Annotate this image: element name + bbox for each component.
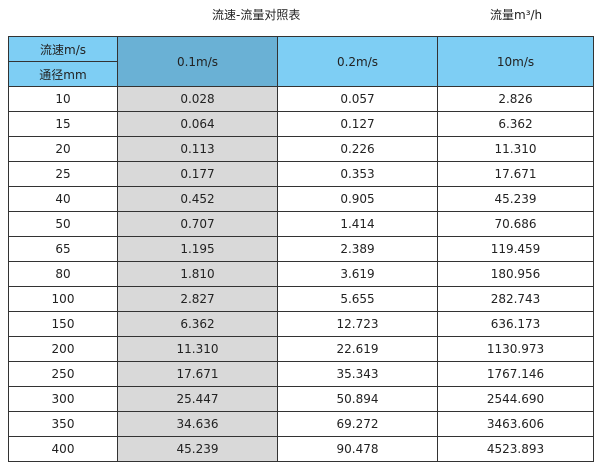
flow-cell: 11.310: [437, 136, 594, 162]
table-row: 20 0.113 0.226 11.310: [8, 136, 594, 162]
flow-cell: 119.459: [437, 236, 594, 262]
table-row: 15 0.064 0.127 6.362: [8, 111, 594, 137]
flow-cell: 2.826: [437, 86, 594, 112]
diameter-cell: 40: [8, 186, 118, 212]
column-header: 10m/s: [437, 36, 594, 87]
table-row: 400 45.239 90.478 4523.893: [8, 436, 594, 462]
flow-cell: 45.239: [437, 186, 594, 212]
flow-cell: 0.028: [117, 86, 278, 112]
table-row: 250 17.671 35.343 1767.146: [8, 361, 594, 387]
flow-cell: 0.905: [277, 186, 438, 212]
table-row: 10 0.028 0.057 2.826: [8, 86, 594, 112]
diameter-cell: 150: [8, 311, 118, 337]
column-header: 0.1m/s: [117, 36, 278, 87]
flow-cell: 1.195: [117, 236, 278, 262]
table-row: 25 0.177 0.353 17.671: [8, 161, 594, 187]
flow-cell: 12.723: [277, 311, 438, 337]
unit-label: 流量m³/h: [490, 8, 543, 22]
diameter-cell: 25: [8, 161, 118, 187]
diameter-cell: 80: [8, 261, 118, 287]
speed-header: 流速m/s: [8, 36, 118, 62]
flow-cell: 17.671: [437, 161, 594, 187]
flow-cell: 1130.973: [437, 336, 594, 362]
diameter-cell: 300: [8, 386, 118, 412]
table-row: 150 6.362 12.723 636.173: [8, 311, 594, 337]
flow-cell: 0.707: [117, 211, 278, 237]
flow-cell: 0.177: [117, 161, 278, 187]
flow-cell: 0.226: [277, 136, 438, 162]
table-row: 200 11.310 22.619 1130.973: [8, 336, 594, 362]
flow-cell: 50.894: [277, 386, 438, 412]
diameter-cell: 350: [8, 411, 118, 437]
diameter-cell: 10: [8, 86, 118, 112]
flow-cell: 17.671: [117, 361, 278, 387]
diameter-cell: 400: [8, 436, 118, 462]
flow-cell: 0.064: [117, 111, 278, 137]
table-row: 100 2.827 5.655 282.743: [8, 286, 594, 312]
table-title: 流速-流量对照表: [212, 8, 301, 22]
flow-cell: 90.478: [277, 436, 438, 462]
flow-cell: 1767.146: [437, 361, 594, 387]
flow-cell: 0.353: [277, 161, 438, 187]
flow-cell: 282.743: [437, 286, 594, 312]
flow-cell: 45.239: [117, 436, 278, 462]
diameter-cell: 250: [8, 361, 118, 387]
column-header: 0.2m/s: [277, 36, 438, 87]
flow-cell: 0.113: [117, 136, 278, 162]
diameter-cell: 100: [8, 286, 118, 312]
flow-cell: 35.343: [277, 361, 438, 387]
flow-cell: 70.686: [437, 211, 594, 237]
flow-cell: 34.636: [117, 411, 278, 437]
flow-cell: 1.810: [117, 261, 278, 287]
table-row: 350 34.636 69.272 3463.606: [8, 411, 594, 437]
diameter-cell: 20: [8, 136, 118, 162]
flow-cell: 22.619: [277, 336, 438, 362]
flow-cell: 2.389: [277, 236, 438, 262]
flow-cell: 1.414: [277, 211, 438, 237]
flow-cell: 69.272: [277, 411, 438, 437]
diameter-header: 通径mm: [8, 61, 118, 87]
diameter-cell: 200: [8, 336, 118, 362]
flow-cell: 0.057: [277, 86, 438, 112]
table-row: 300 25.447 50.894 2544.690: [8, 386, 594, 412]
flow-cell: 5.655: [277, 286, 438, 312]
flow-cell: 3463.606: [437, 411, 594, 437]
table-row: 65 1.195 2.389 119.459: [8, 236, 594, 262]
flow-cell: 0.127: [277, 111, 438, 137]
flow-cell: 6.362: [437, 111, 594, 137]
flow-table: 流速m/s 0.1m/s 0.2m/s 10m/s 通径mm 10 0.028 0.…: [8, 36, 594, 462]
flow-cell: 25.447: [117, 386, 278, 412]
diameter-cell: 15: [8, 111, 118, 137]
flow-cell: 2544.690: [437, 386, 594, 412]
table-row: 80 1.810 3.619 180.956: [8, 261, 594, 287]
diameter-cell: 65: [8, 236, 118, 262]
flow-cell: 3.619: [277, 261, 438, 287]
table-row: 40 0.452 0.905 45.239: [8, 186, 594, 212]
flow-cell: 636.173: [437, 311, 594, 337]
table-row: 50 0.707 1.414 70.686: [8, 211, 594, 237]
flow-cell: 180.956: [437, 261, 594, 287]
flow-cell: 2.827: [117, 286, 278, 312]
flow-cell: 6.362: [117, 311, 278, 337]
flow-cell: 11.310: [117, 336, 278, 362]
flow-cell: 4523.893: [437, 436, 594, 462]
flow-cell: 0.452: [117, 186, 278, 212]
diameter-cell: 50: [8, 211, 118, 237]
